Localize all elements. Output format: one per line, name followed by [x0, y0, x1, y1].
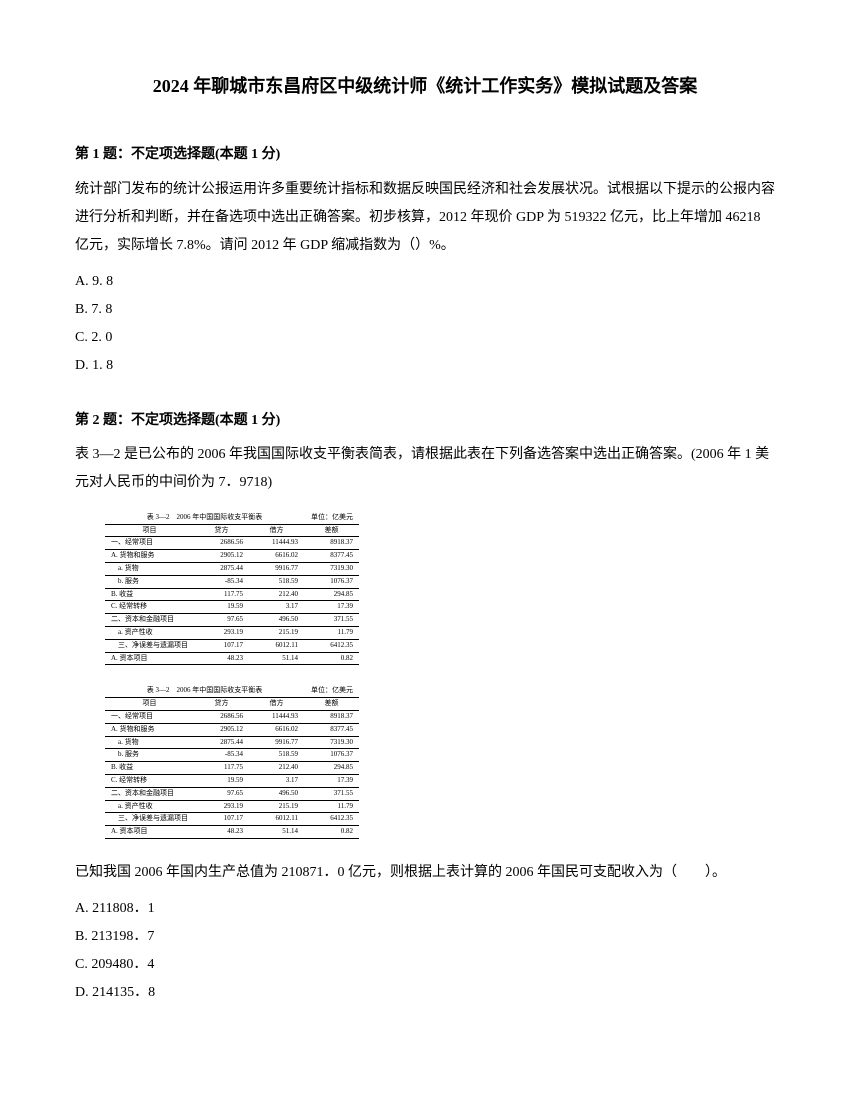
q1-option-c: C. 2. 0 — [75, 324, 775, 352]
q2-followup: 已知我国 2006 年国内生产总值为 210871．0 亿元，则根据上表计算的 … — [75, 859, 775, 887]
document-title: 2024 年聊城市东昌府区中级统计师《统计工作实务》模拟试题及答案 — [75, 70, 775, 102]
q2-header: 第 2 题：不定项选择题(本题 1 分) — [75, 408, 775, 433]
q2-option-b: B. 213198．7 — [75, 923, 775, 951]
question-1: 第 1 题：不定项选择题(本题 1 分) 统计部门发布的统计公报运用许多重要统计… — [75, 142, 775, 379]
q2-text: 表 3—2 是已公布的 2006 年我国国际收支平衡表简表，请根据此表在下列备选… — [75, 441, 775, 497]
table-2: 表 3—2 2006 年中国国际收支平衡表单位：亿美元项目贷方借方差额一、经常项… — [105, 685, 775, 839]
table-1: 表 3—2 2006 年中国国际收支平衡表单位：亿美元项目贷方借方差额一、经常项… — [105, 512, 775, 666]
question-2: 第 2 题：不定项选择题(本题 1 分) 表 3—2 是已公布的 2006 年我… — [75, 408, 775, 1007]
q1-header: 第 1 题：不定项选择题(本题 1 分) — [75, 142, 775, 167]
q2-option-a: A. 211808．1 — [75, 895, 775, 923]
q1-option-d: D. 1. 8 — [75, 352, 775, 380]
q2-option-c: C. 209480．4 — [75, 951, 775, 979]
q1-option-a: A. 9. 8 — [75, 268, 775, 296]
q1-option-b: B. 7. 8 — [75, 296, 775, 324]
q2-option-d: D. 214135．8 — [75, 979, 775, 1007]
q1-text: 统计部门发布的统计公报运用许多重要统计指标和数据反映国民经济和社会发展状况。试根… — [75, 176, 775, 260]
